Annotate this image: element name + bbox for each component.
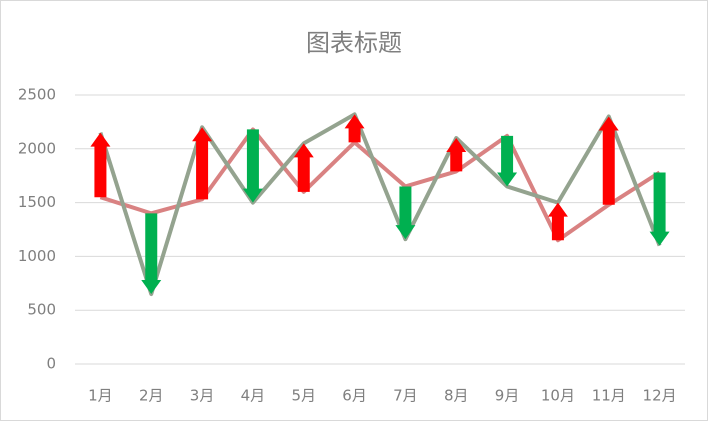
x-tick-label: 7月 [393,387,418,405]
y-tick-label: 0 [46,355,56,373]
series-line [99,127,661,243]
change-arrow [395,186,416,240]
change-arrow [141,213,162,295]
change-arrow [649,172,670,246]
x-tick-label: 10月 [541,387,575,405]
change-arrow [90,132,111,198]
x-tick-label: 8月 [444,387,469,405]
change-arrow [598,116,619,205]
change-arrow [547,202,568,241]
y-tick-label: 1500 [18,193,56,211]
x-tick-label: 11月 [592,387,626,405]
change-arrow [242,129,263,203]
x-tick-label: 5月 [291,387,316,405]
x-tick-label: 1月 [88,387,113,405]
change-arrow [192,127,213,200]
x-tick-label: 4月 [241,387,266,405]
y-tick-label: 1000 [18,247,56,265]
x-tick-label: 3月 [190,387,215,405]
change-arrow [344,114,365,143]
y-tick-label: 2500 [18,86,56,104]
change-arrow [446,138,467,172]
series-line [98,112,662,297]
y-tick-label: 500 [27,301,56,319]
x-tick-label: 12月 [643,387,677,405]
chart-title: 图表标题 [306,29,402,57]
change-arrow [293,143,314,192]
x-tick-label: 2月 [139,387,164,405]
y-tick-label: 2000 [18,139,56,157]
x-tick-label: 9月 [495,387,520,405]
change-arrow [497,135,518,187]
x-tick-label: 6月 [342,387,367,405]
